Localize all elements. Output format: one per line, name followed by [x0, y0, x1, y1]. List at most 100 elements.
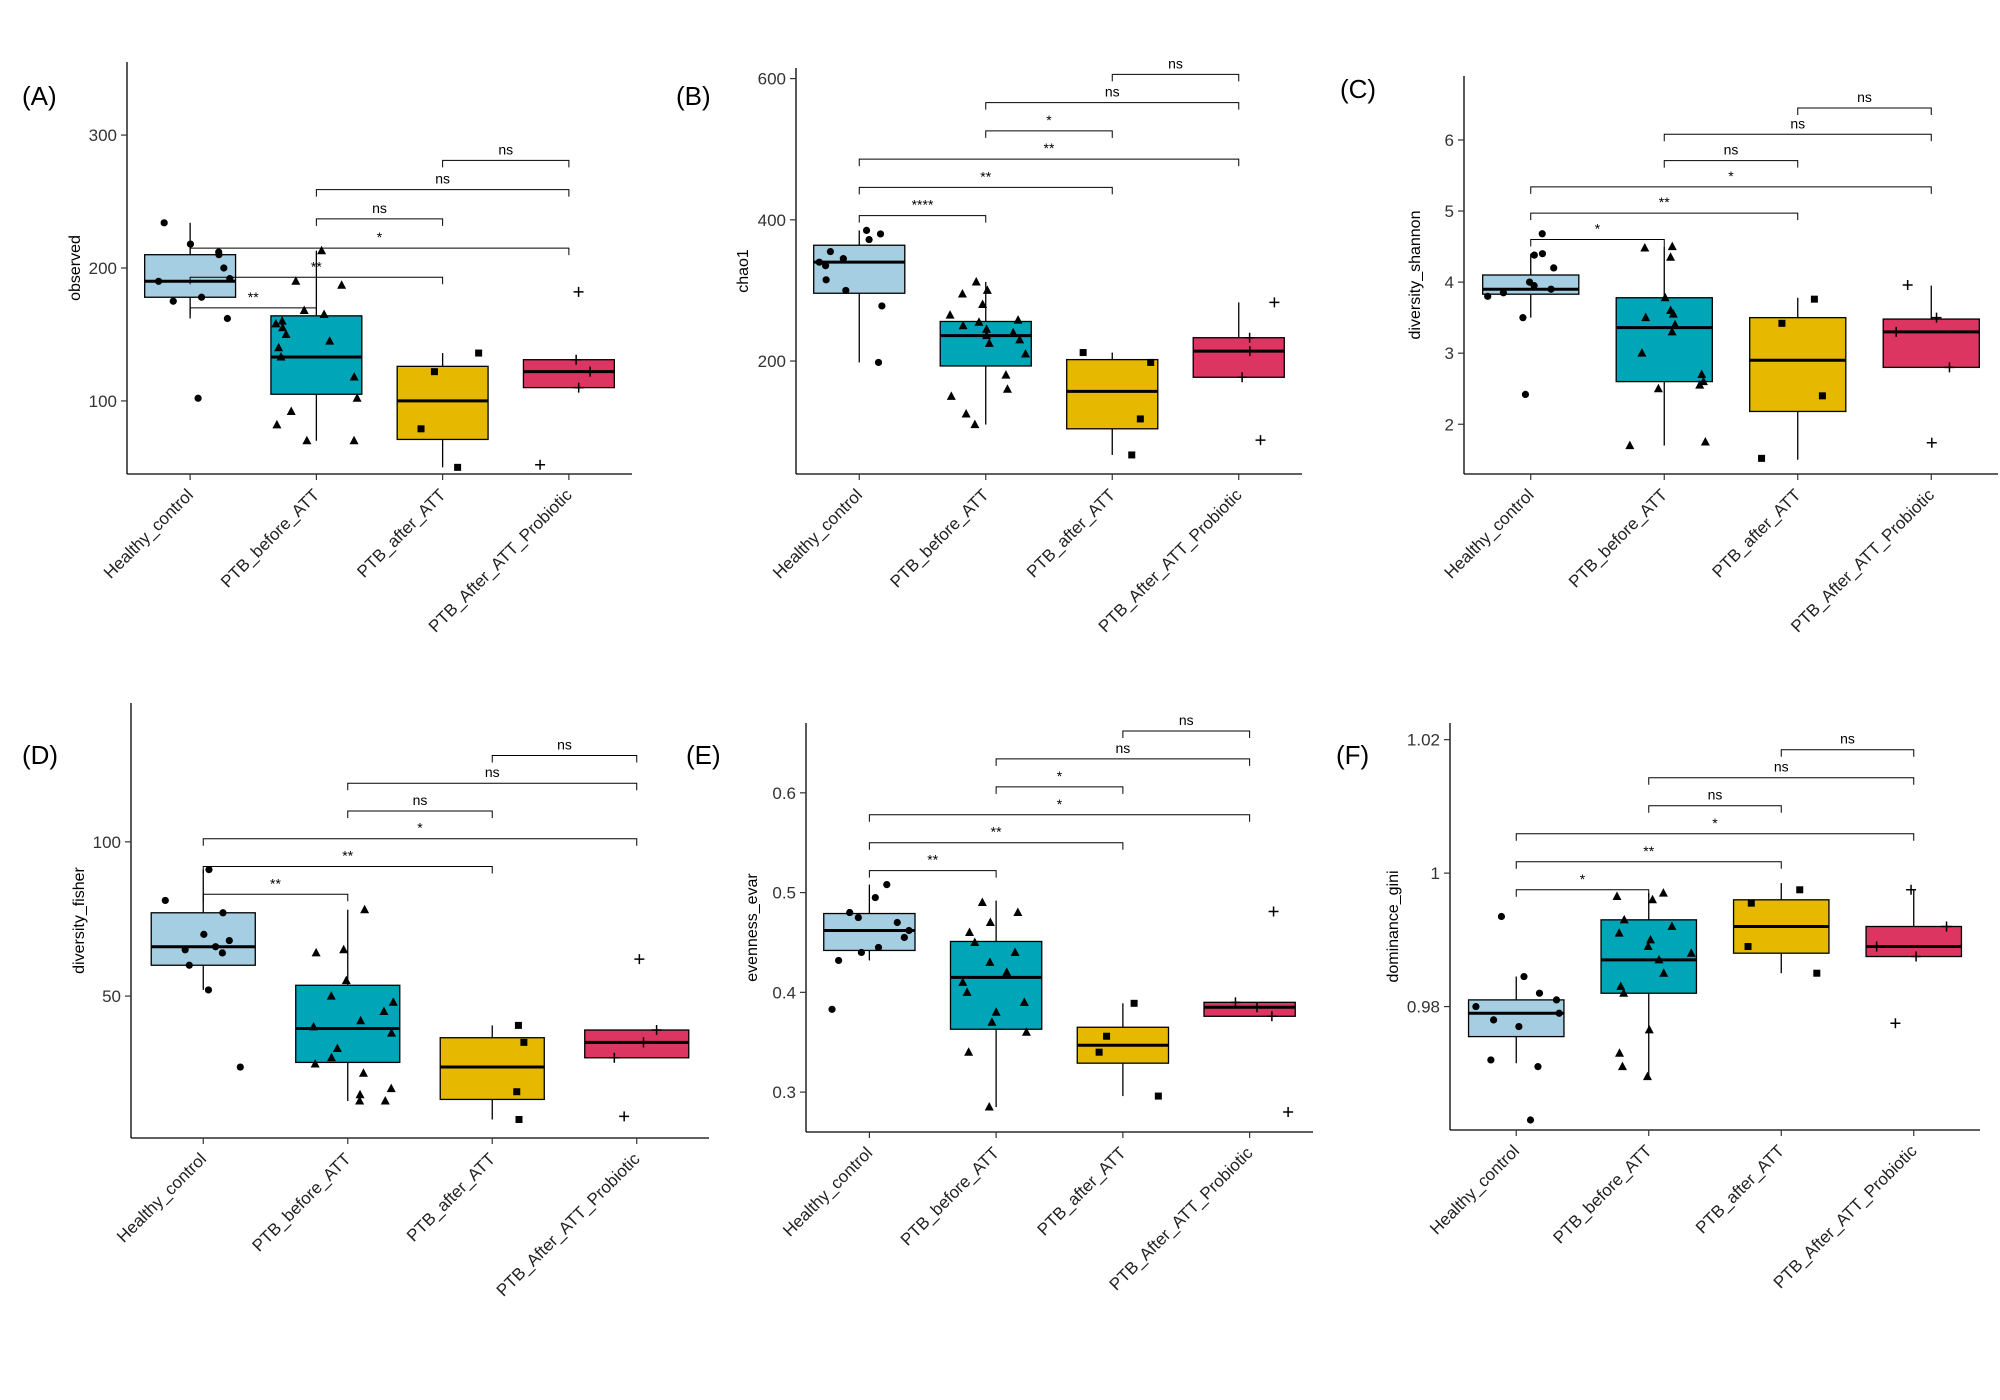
data-point — [513, 1088, 521, 1096]
significance-label: ** — [270, 875, 281, 891]
data-point — [1521, 390, 1530, 398]
data-point — [154, 277, 163, 285]
box-ptb-before-att — [1600, 919, 1698, 994]
x-tick-label: PTB_after_ATT — [403, 1149, 499, 1245]
data-point — [302, 435, 312, 445]
y-axis-title: diversity_shannon — [1407, 211, 1424, 340]
significance-label: * — [1046, 112, 1052, 128]
data-point — [571, 354, 582, 365]
data-point — [236, 1063, 244, 1071]
data-point — [169, 297, 177, 305]
data-point — [1667, 326, 1677, 336]
data-point — [1550, 264, 1558, 272]
significance-bracket — [1530, 212, 1799, 221]
data-point — [1019, 997, 1029, 1006]
box-ptb-after-att-probiotic — [1192, 337, 1285, 378]
data-point — [1666, 252, 1676, 261]
significance-label: ns — [1774, 759, 1789, 775]
data-point — [945, 310, 955, 319]
data-point — [1697, 369, 1707, 378]
data-point — [1472, 1002, 1480, 1011]
data-point — [1637, 348, 1647, 357]
significance-bracket — [1530, 186, 1932, 194]
significance-label: ns — [413, 792, 428, 808]
y-axis-title: observed — [67, 235, 84, 301]
data-point — [355, 1095, 365, 1105]
y-tick-label: 300 — [89, 126, 117, 145]
data-point — [1520, 972, 1528, 981]
data-point — [1154, 1092, 1162, 1100]
data-point — [876, 230, 885, 238]
box-ptb-after-att-probiotic — [584, 1029, 690, 1059]
x-tick-label: PTB_After_ATT_Probiotic — [425, 485, 576, 636]
box-healthy-control — [144, 254, 237, 298]
box-ptb-after-att — [1066, 358, 1159, 430]
significance-label: ** — [927, 852, 938, 868]
data-point — [1644, 1024, 1654, 1034]
data-point — [984, 1102, 994, 1111]
box-ptb-after-att-probiotic — [1882, 318, 1980, 369]
significance-label: ns — [1708, 787, 1723, 803]
significance-label: ns — [1724, 142, 1739, 158]
data-point — [585, 366, 596, 377]
data-point — [984, 338, 994, 347]
data-point — [828, 1005, 836, 1013]
data-point — [1487, 1056, 1495, 1064]
data-point — [1489, 1016, 1498, 1024]
data-point — [352, 393, 362, 402]
data-point — [1667, 241, 1677, 251]
data-point — [839, 255, 847, 263]
y-tick-label: 400 — [758, 211, 786, 230]
data-point — [1871, 941, 1882, 952]
data-point — [1535, 989, 1544, 997]
x-tick-label: PTB_after_ATT — [1034, 1143, 1130, 1239]
data-point — [1654, 954, 1664, 964]
data-point — [1818, 392, 1826, 400]
significance-label: * — [377, 229, 383, 245]
significance-bracket — [202, 866, 493, 874]
data-point — [609, 1052, 620, 1063]
data-point — [1244, 346, 1255, 357]
data-point — [1758, 454, 1766, 462]
y-axis-title: chao1 — [735, 249, 752, 293]
data-point — [974, 317, 984, 326]
data-point — [958, 320, 968, 330]
data-point — [874, 358, 883, 367]
data-point — [272, 419, 282, 429]
significance-bracket — [868, 814, 1251, 822]
data-point — [638, 1037, 649, 1048]
data-point — [1538, 230, 1546, 238]
significance-label: ** — [1044, 140, 1055, 156]
panel-label: (E) — [686, 740, 721, 770]
y-tick-label: 0.3 — [772, 1083, 796, 1102]
significance-label: ** — [991, 824, 1002, 840]
significance-label: ns — [498, 141, 513, 157]
data-point — [1269, 297, 1280, 308]
data-point — [200, 930, 208, 938]
significance-bracket — [985, 102, 1240, 110]
data-point — [815, 258, 823, 266]
x-tick-label: Healthy_control — [100, 485, 197, 582]
data-point — [271, 318, 281, 328]
data-point — [978, 299, 988, 309]
data-point — [826, 247, 835, 256]
data-point — [326, 991, 336, 1000]
data-point — [1547, 285, 1555, 293]
data-point — [878, 302, 886, 310]
significance-label: ** — [1643, 843, 1654, 859]
data-point — [1944, 362, 1955, 373]
data-point — [1021, 348, 1031, 358]
data-point — [982, 285, 992, 294]
data-point — [218, 949, 226, 957]
data-point — [1136, 415, 1144, 423]
data-point — [1015, 334, 1025, 344]
data-point — [360, 904, 370, 914]
x-tick-label: PTB_before_ATT — [897, 1143, 1003, 1249]
data-point — [332, 1043, 342, 1053]
y-tick-label: 100 — [93, 833, 121, 852]
significance-bracket — [858, 215, 987, 223]
data-point — [325, 336, 335, 345]
data-point — [1499, 289, 1508, 297]
y-tick-label: 100 — [89, 392, 117, 411]
data-point — [1614, 928, 1624, 937]
